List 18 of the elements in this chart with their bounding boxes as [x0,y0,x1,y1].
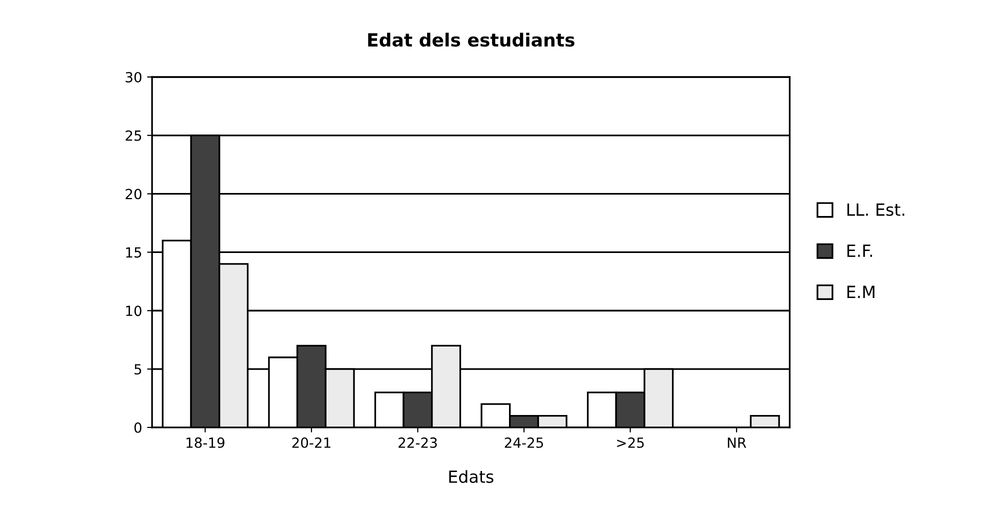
x-axis-title: Edats [449,470,494,483]
y-tick-label: 20 [126,188,142,200]
chart-title: Edat dels estudiants [368,32,574,47]
y-tick-label: 25 [126,130,142,141]
legend-label: LL. Est. [847,204,904,216]
legend-label: E.F. [847,244,872,257]
y-tick-label: 5 [134,364,142,375]
x-tick-label: 20-21 [292,437,330,448]
legend-label: E.M [847,286,874,298]
x-tick-label: 22-23 [398,437,437,448]
x-tick-label: >25 [617,437,644,448]
x-tick-label: NR [728,438,746,448]
y-tick-label: 15 [126,247,142,258]
x-tick-label: 24-25 [504,437,543,448]
y-tick-label: 0 [134,422,142,433]
y-tick-label: 30 [126,72,142,82]
y-tick-label: 10 [126,306,142,316]
x-tick-label: 18-19 [186,437,224,448]
